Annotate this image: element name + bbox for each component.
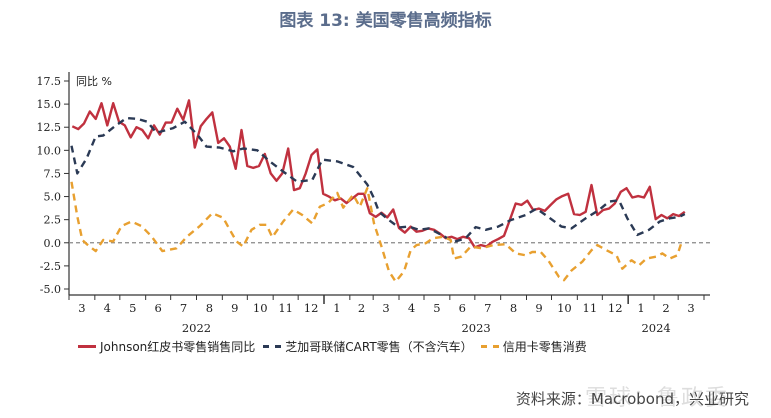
x-tick-label: 5 bbox=[129, 301, 136, 315]
y-tick-label: 10.0 bbox=[37, 144, 62, 157]
x-tick-label: 4 bbox=[104, 301, 111, 315]
y-tick-label: 12.5 bbox=[37, 121, 62, 134]
legend-swatch bbox=[78, 345, 96, 348]
x-tick-label: 10 bbox=[557, 301, 572, 315]
x-tick-label: 9 bbox=[535, 301, 542, 315]
y-tick-label: 7.5 bbox=[44, 167, 62, 180]
y-tick-label: -2.5 bbox=[40, 260, 61, 273]
year-label: 2022 bbox=[182, 321, 211, 335]
series-lines bbox=[70, 99, 686, 283]
legend-item-credit-card: 信用卡零售消费 bbox=[480, 338, 587, 355]
watermark: 雪球：鲁政委 bbox=[585, 386, 730, 411]
legend-label: 信用卡零售消费 bbox=[502, 340, 587, 354]
y-axis-label: 同比 % bbox=[76, 75, 112, 88]
x-tick-label: 7 bbox=[180, 301, 187, 315]
y-tick-label: 17.5 bbox=[37, 75, 62, 88]
x-tick-label: 9 bbox=[231, 301, 238, 315]
year-label: 2023 bbox=[461, 321, 490, 335]
legend-label: 芝加哥联储CART零售（不含汽车） bbox=[285, 340, 473, 354]
x-tick-label: 5 bbox=[433, 301, 440, 315]
x-tick-label: 1 bbox=[637, 301, 644, 315]
y-tick-label: 0.0 bbox=[44, 237, 62, 250]
x-tick-label: 11 bbox=[583, 301, 598, 315]
x-tick-label: 6 bbox=[155, 301, 162, 315]
series-johnson-redbook bbox=[71, 99, 686, 249]
y-tick-label: -5.0 bbox=[40, 283, 61, 296]
x-tick-label: 2 bbox=[662, 301, 669, 315]
x-tick-label: 3 bbox=[687, 301, 694, 315]
y-tick-label: 2.5 bbox=[44, 214, 62, 227]
x-tick-label: 12 bbox=[304, 301, 319, 315]
x-tick-label: 8 bbox=[510, 301, 517, 315]
x-tick-label: 11 bbox=[278, 301, 293, 315]
legend-swatch bbox=[263, 345, 282, 348]
legend-item-cart: 芝加哥联储CART零售（不含汽车） bbox=[263, 338, 473, 355]
y-tick-label: 5.0 bbox=[44, 191, 62, 204]
series-credit-card bbox=[70, 181, 684, 283]
chart-title: 图表 13: 美国零售高频指标 bbox=[279, 11, 492, 31]
x-tick-label: 4 bbox=[408, 301, 415, 315]
y-tick-label: 15.0 bbox=[37, 98, 62, 111]
series-chicago-fed-cart bbox=[70, 116, 686, 244]
axes: 17.5 15.0 12.5 10.0 7.5 5.0 2.5 0.0 -2.5 -5.0 3 4 5 6… bbox=[37, 72, 710, 335]
legend: Johnson红皮书零售销售同比 芝加哥联储CART零售（不含汽车） 信用卡零售… bbox=[78, 338, 595, 355]
legend-swatch bbox=[480, 345, 499, 348]
x-tick-label: 12 bbox=[608, 301, 623, 315]
legend-label: Johnson红皮书零售销售同比 bbox=[100, 340, 256, 354]
source-note: 资料来源：Macrobond，兴业研究 bbox=[515, 390, 749, 408]
year-label: 2024 bbox=[641, 321, 670, 335]
x-tick-label: 10 bbox=[253, 301, 268, 315]
legend-item-johnson: Johnson红皮书零售销售同比 bbox=[78, 338, 255, 355]
x-tick-label: 3 bbox=[78, 301, 85, 315]
x-tick-label: 1 bbox=[333, 301, 340, 315]
x-tick-label: 7 bbox=[484, 301, 491, 315]
x-tick-label: 2 bbox=[358, 301, 365, 315]
x-tick-label: 3 bbox=[382, 301, 389, 315]
x-tick-label: 8 bbox=[206, 301, 213, 315]
x-tick-label: 6 bbox=[459, 301, 466, 315]
